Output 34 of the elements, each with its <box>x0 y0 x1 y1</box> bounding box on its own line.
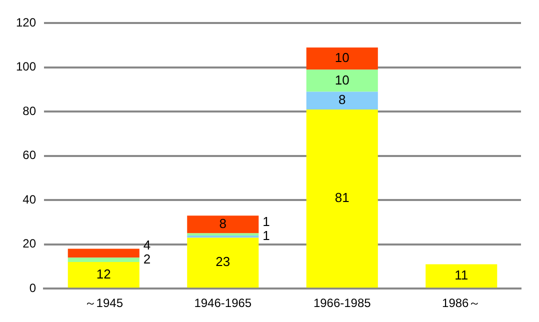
data-label: 1 <box>262 228 270 244</box>
x-tick-label: 1986～ <box>442 296 481 310</box>
bar <box>306 92 378 110</box>
bar <box>306 70 378 92</box>
data-label: 8 <box>219 216 227 232</box>
y-tick-label: 20 <box>22 236 36 251</box>
bar <box>68 258 140 262</box>
y-tick-label: 0 <box>29 280 36 295</box>
data-label: 8 <box>338 92 346 108</box>
y-tick-label: 40 <box>22 192 36 206</box>
data-label: 2 <box>143 251 151 266</box>
data-label: 81 <box>334 190 350 206</box>
data-label: 1 <box>262 214 270 230</box>
bar <box>187 238 259 288</box>
data-label: 12 <box>96 266 111 282</box>
data-label: 10 <box>334 50 350 66</box>
y-tick-label: 80 <box>22 104 36 118</box>
bar <box>187 233 259 236</box>
data-label: 23 <box>216 254 230 270</box>
bar <box>306 48 378 70</box>
bar <box>68 248 140 258</box>
y-tick-label: 100 <box>16 60 36 74</box>
x-tick-label: 1946-1965 <box>194 296 252 310</box>
x-tick-label: ～1945 <box>84 296 124 310</box>
bar <box>187 216 259 234</box>
bar <box>426 264 498 288</box>
y-tick-label: 120 <box>16 16 36 30</box>
bar <box>306 109 378 288</box>
data-label: 10 <box>334 72 350 88</box>
data-label: 11 <box>454 268 468 283</box>
x-tick-label: 1966-1985 <box>313 296 372 310</box>
y-tick-label: 60 <box>22 148 36 162</box>
bar <box>68 262 140 288</box>
data-label: 4 <box>143 237 151 252</box>
